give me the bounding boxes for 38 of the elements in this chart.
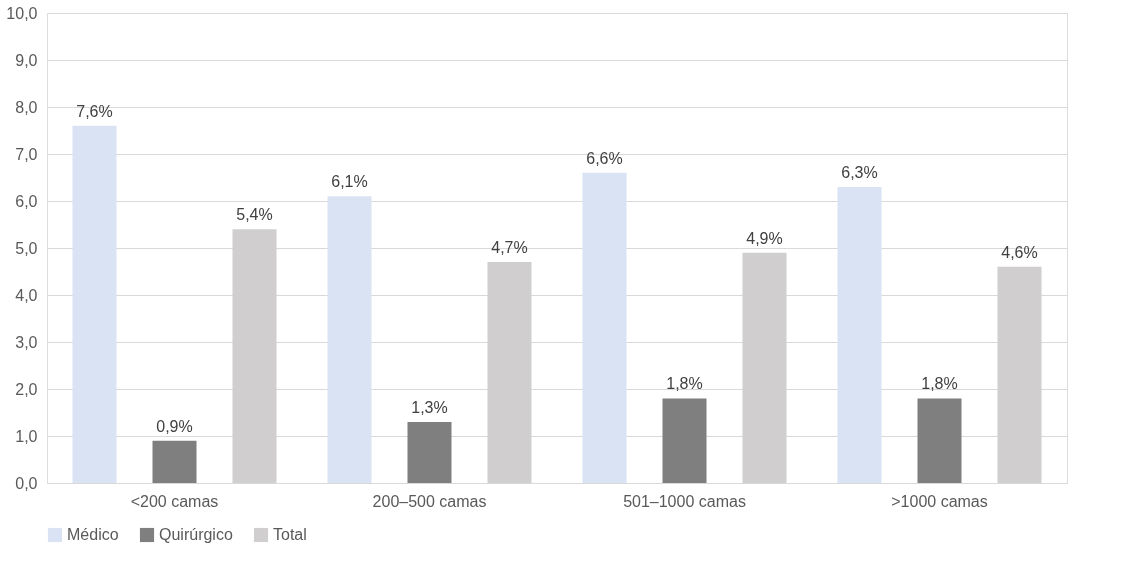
bar — [837, 186, 882, 483]
data-label: 4,7% — [491, 239, 528, 257]
y-tick-label: 9,0 — [15, 51, 38, 69]
y-tick-label: 10,0 — [6, 4, 38, 22]
y-tick-label: 3,0 — [15, 333, 38, 351]
data-label: 1,8% — [921, 375, 958, 393]
data-label: 6,3% — [841, 163, 878, 181]
legend-label: Médico — [67, 526, 119, 543]
data-label: 6,6% — [586, 149, 623, 167]
data-label: 1,8% — [666, 375, 703, 393]
legend-label: Total — [273, 526, 307, 543]
y-tick-label: 1,0 — [15, 427, 38, 445]
data-label: 0,9% — [156, 417, 193, 435]
data-label: 5,4% — [236, 206, 273, 224]
x-tick-label: <200 camas — [130, 492, 219, 510]
x-tick-label: 200–500 camas — [372, 492, 487, 510]
bar — [662, 398, 707, 483]
data-label: 4,9% — [746, 229, 783, 247]
x-tick-label: 501–1000 camas — [623, 492, 746, 510]
data-label: 7,6% — [76, 102, 113, 120]
bar — [152, 440, 197, 483]
y-tick-label: 7,0 — [15, 145, 38, 163]
y-tick-label: 6,0 — [15, 192, 38, 210]
bar — [917, 398, 962, 483]
y-tick-label: 8,0 — [15, 98, 38, 116]
bar — [72, 125, 117, 483]
data-label: 6,1% — [331, 173, 368, 191]
y-tick-label: 4,0 — [15, 286, 38, 304]
data-label: 4,6% — [1001, 243, 1038, 261]
bar — [582, 172, 627, 483]
x-tick-label: >1000 camas — [891, 492, 988, 510]
data-label: 1,3% — [411, 398, 448, 416]
legend-label: Quirúrgico — [159, 526, 233, 543]
y-tick-label: 2,0 — [15, 380, 38, 398]
bar — [327, 196, 372, 483]
y-tick-label: 0,0 — [15, 474, 38, 492]
bar — [407, 421, 452, 483]
y-tick-label: 5,0 — [15, 239, 38, 257]
